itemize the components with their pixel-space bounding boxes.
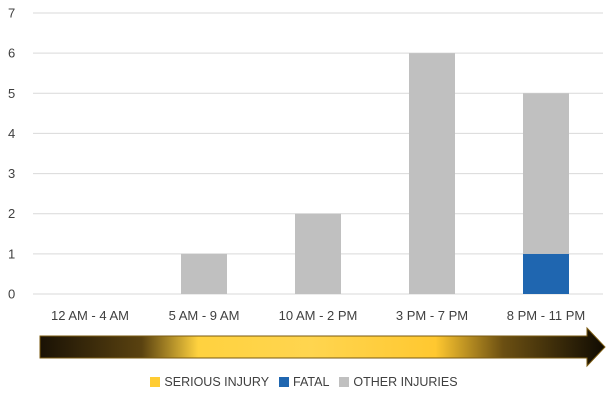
bar-other-injuries xyxy=(295,213,341,294)
y-tick-label: 0 xyxy=(8,287,15,302)
legend-label: OTHER INJURIES xyxy=(353,375,458,389)
x-axis-ticks: 12 AM - 4 AM 5 AM - 9 AM 10 AM - 2 PM 3 PM … xyxy=(51,308,585,323)
gradient-arrow xyxy=(39,326,606,368)
legend-swatch xyxy=(279,377,290,387)
x-tick-label: 5 AM - 9 AM xyxy=(169,308,240,323)
bar-fatal xyxy=(523,253,569,294)
legend: SERIOUS INJURY FATAL OTHER INJURIES xyxy=(0,372,608,392)
legend-label: FATAL xyxy=(293,375,330,389)
legend-label: SERIOUS INJURY xyxy=(164,375,270,389)
y-tick-label: 6 xyxy=(8,46,15,61)
y-tick-label: 5 xyxy=(8,86,15,101)
x-tick-label: 3 PM - 7 PM xyxy=(396,308,468,323)
y-tick-label: 1 xyxy=(8,246,15,261)
legend-swatch xyxy=(150,377,161,387)
y-tick-label: 4 xyxy=(8,126,15,141)
bars xyxy=(181,53,569,295)
y-tick-label: 2 xyxy=(8,206,15,221)
y-tick-label: 3 xyxy=(8,166,15,181)
y-axis-ticks: 0 1 2 3 4 5 6 7 xyxy=(8,6,15,302)
x-tick-label: 8 PM - 11 PM xyxy=(507,308,586,323)
legend-item: OTHER INJURIES xyxy=(339,375,458,389)
y-tick-label: 7 xyxy=(8,6,15,21)
timeline-arrow xyxy=(39,326,606,368)
legend-item: FATAL xyxy=(279,375,329,389)
legend-item: SERIOUS INJURY xyxy=(150,375,269,389)
bar-other-injuries xyxy=(523,93,569,254)
bar-other-injuries xyxy=(409,53,455,295)
legend-swatch xyxy=(339,377,350,387)
bar-other-injuries xyxy=(181,253,227,294)
x-tick-label: 12 AM - 4 AM xyxy=(51,308,129,323)
x-tick-label: 10 AM - 2 PM xyxy=(279,308,358,323)
